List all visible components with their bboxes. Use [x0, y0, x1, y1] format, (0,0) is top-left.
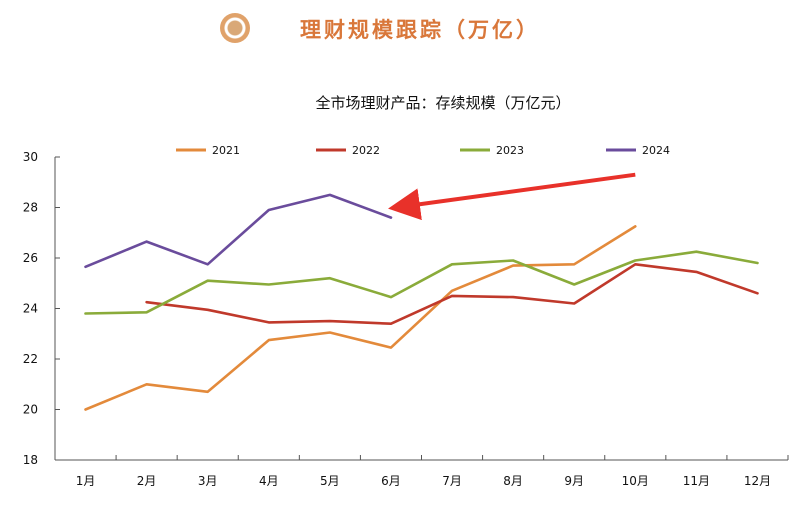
- x-tick-label: 9月: [564, 474, 584, 488]
- x-tick-label: 7月: [442, 474, 462, 488]
- y-tick-label: 28: [23, 201, 38, 215]
- series-line-2024: [84, 193, 393, 269]
- x-tick-label: 11月: [683, 474, 710, 488]
- legend-label: 2023: [496, 144, 524, 157]
- chart-title: 全市场理财产品：存续规模（万亿元）: [315, 94, 570, 112]
- x-tick-label: 6月: [381, 474, 401, 488]
- y-tick-label: 20: [23, 403, 38, 417]
- legend-label: 2022: [352, 144, 380, 157]
- header: 理财规模跟踪（万亿）: [0, 0, 800, 60]
- y-tick-label: 26: [23, 251, 38, 265]
- series-line-2023: [84, 250, 759, 315]
- legend-label: 2021: [212, 144, 240, 157]
- x-tick-label: 10月: [622, 474, 649, 488]
- y-tick-label: 30: [23, 150, 38, 164]
- x-tick-label: 12月: [744, 474, 771, 488]
- x-tick-label: 8月: [503, 474, 523, 488]
- x-tick-label: 2月: [137, 474, 157, 488]
- header-title: 理财规模跟踪（万亿）: [300, 17, 540, 42]
- y-tick-label: 22: [23, 352, 38, 366]
- series-line-2022: [145, 262, 759, 326]
- logo-icon: [220, 13, 250, 43]
- x-tick-label: 1月: [76, 474, 96, 488]
- annotation-arrow: [388, 172, 636, 221]
- x-tick-label: 3月: [198, 474, 218, 488]
- y-tick-label: 18: [23, 453, 38, 467]
- series-line-2021: [84, 225, 637, 411]
- legend-label: 2024: [642, 144, 670, 157]
- x-tick-label: 4月: [259, 474, 279, 488]
- y-tick-label: 24: [23, 302, 38, 316]
- x-tick-label: 5月: [320, 474, 340, 488]
